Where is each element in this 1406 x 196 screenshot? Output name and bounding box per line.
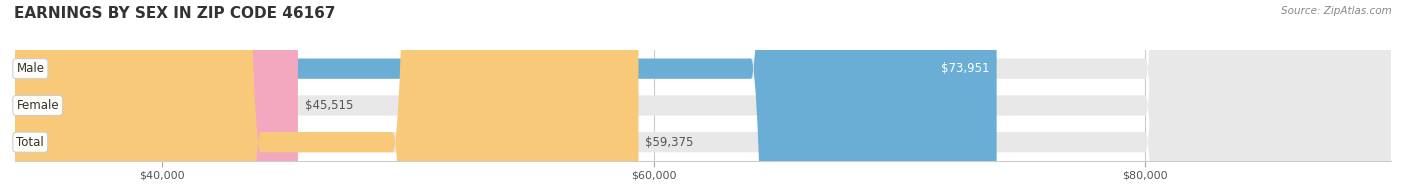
FancyBboxPatch shape [15,0,298,196]
FancyBboxPatch shape [15,0,1391,196]
Text: $45,515: $45,515 [305,99,353,112]
FancyBboxPatch shape [15,0,997,196]
FancyBboxPatch shape [15,0,1391,196]
Text: Male: Male [17,62,45,75]
Text: EARNINGS BY SEX IN ZIP CODE 46167: EARNINGS BY SEX IN ZIP CODE 46167 [14,6,336,21]
Text: Female: Female [17,99,59,112]
FancyBboxPatch shape [15,0,638,196]
Text: $59,375: $59,375 [645,136,693,149]
Text: $73,951: $73,951 [941,62,990,75]
Text: Total: Total [17,136,44,149]
Text: Source: ZipAtlas.com: Source: ZipAtlas.com [1281,6,1392,16]
FancyBboxPatch shape [15,0,1391,196]
